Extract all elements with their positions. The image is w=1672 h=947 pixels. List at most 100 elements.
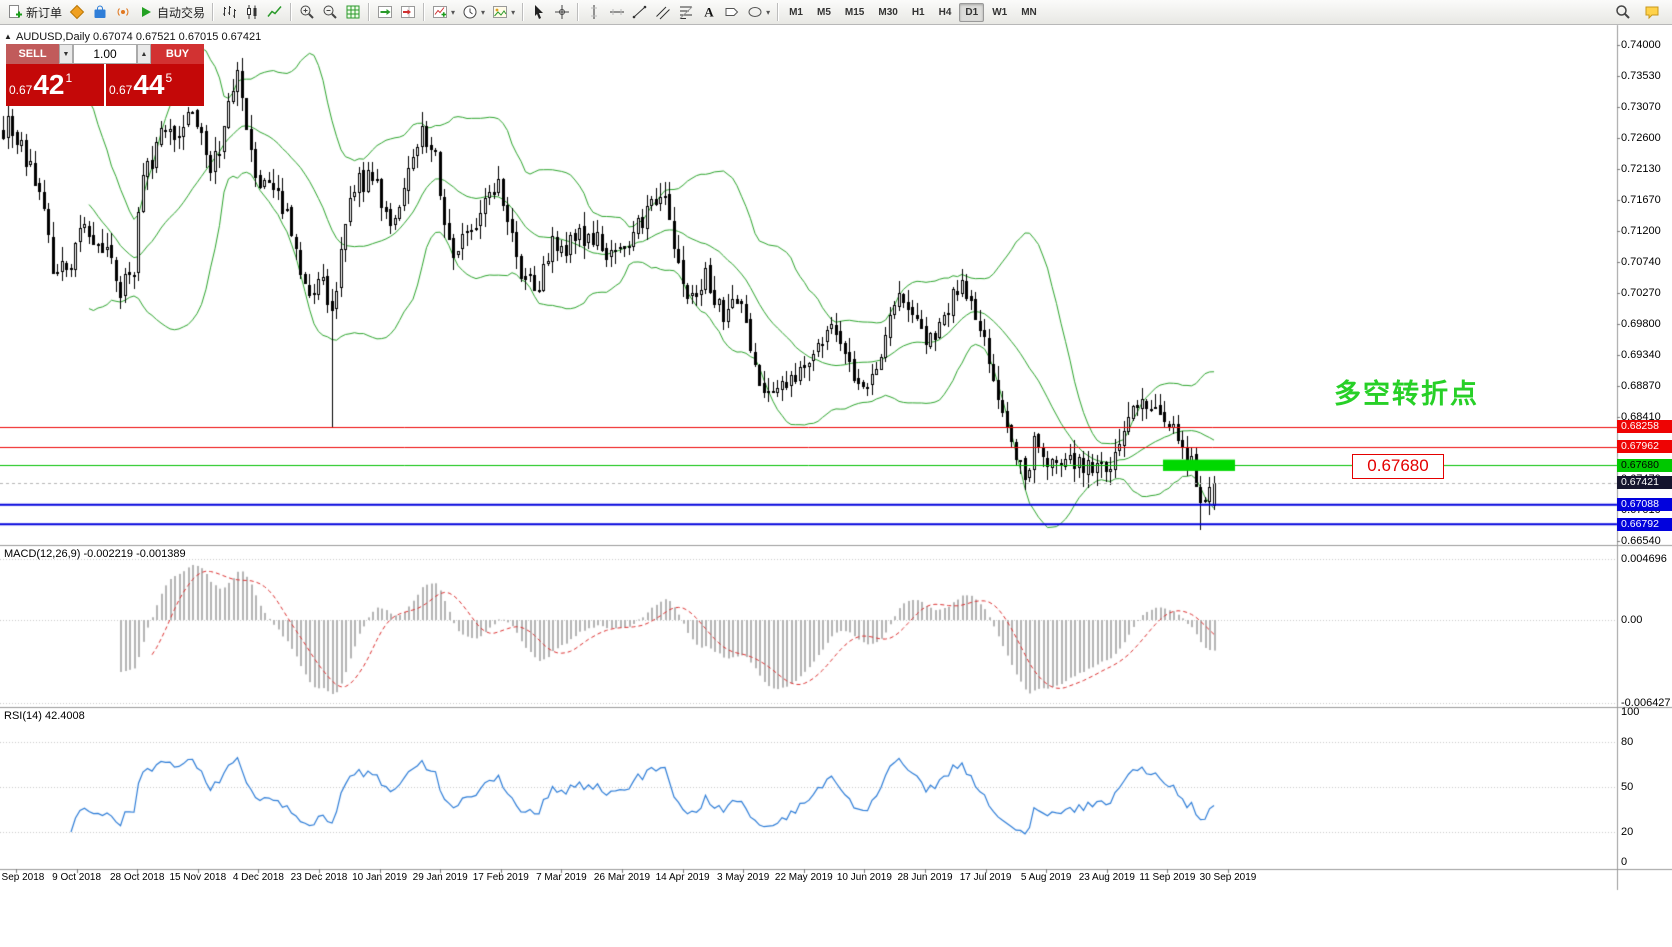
search-button[interactable]	[1611, 2, 1634, 23]
zoom-out-button[interactable]	[318, 2, 341, 23]
price-axis-tick: 0.74000	[1621, 39, 1661, 51]
indicators-button[interactable]: ▾	[428, 2, 458, 23]
buy-price-base: 0.67	[109, 83, 133, 97]
rsi-axis-tick: 0	[1621, 856, 1628, 868]
volume-input[interactable]	[73, 44, 137, 64]
toolbar-separator	[577, 3, 579, 21]
crosshair-button[interactable]	[550, 2, 573, 23]
timeframe-d1[interactable]: D1	[959, 2, 985, 22]
sell-price-button[interactable]: 0.67 42 1	[6, 64, 104, 106]
buy-button[interactable]: BUY	[151, 44, 204, 64]
cursor-icon	[530, 4, 547, 21]
signals-icon	[114, 4, 131, 21]
level-price-label[interactable]: 0.67680	[1352, 454, 1444, 479]
chat-icon	[1643, 4, 1660, 21]
date-axis-label: 23 Aug 2019	[1078, 872, 1135, 883]
date-axis-label: 4 Dec 2018	[232, 872, 284, 883]
rsi-axis-tick: 50	[1621, 781, 1634, 793]
templates-icon	[491, 4, 508, 21]
timeframe-w1[interactable]: W1	[992, 6, 1008, 18]
toolbar-separator	[212, 3, 214, 21]
date-axis-label: 15 Nov 2018	[169, 872, 227, 883]
price-tag: 0.67421	[1617, 476, 1672, 489]
rsi-axis-tick: 20	[1621, 826, 1634, 838]
trendline-icon	[631, 4, 648, 21]
text-button[interactable]: A	[697, 2, 720, 23]
mql5-button[interactable]	[65, 2, 88, 23]
volume-increase-button[interactable]: ▲	[137, 44, 151, 64]
search-icon	[1614, 4, 1631, 21]
auto-scroll-button[interactable]	[373, 2, 396, 23]
channel-button[interactable]	[651, 2, 674, 23]
one-click-prices: 0.67 42 1 0.67 44 5	[6, 64, 204, 106]
toolbar: 新订单 自动交易 ▾ ▾ ▾ A ▾ M1 M5 M15 M30 H1 H4 D1 W1 MN	[0, 0, 1672, 25]
timeframe-m15[interactable]: M15	[844, 6, 865, 18]
signals-button[interactable]	[111, 2, 134, 23]
label-button[interactable]	[720, 2, 743, 23]
line-chart-icon	[266, 4, 283, 21]
chart-shift-button[interactable]	[396, 2, 419, 23]
grid-button[interactable]	[341, 2, 364, 23]
zoom-in-button[interactable]	[295, 2, 318, 23]
date-axis-label: 10 Jan 2019	[352, 872, 408, 883]
market-button[interactable]	[88, 2, 111, 23]
date-axis-label: 9 Oct 2018	[52, 872, 102, 883]
timeframe-h4[interactable]: H4	[938, 6, 952, 18]
auto-trading-button-label: 自动交易	[157, 5, 206, 20]
dropdown-arrow-icon: ▾	[481, 7, 486, 17]
price-tag: 0.67680	[1617, 458, 1672, 472]
indicators-icon	[431, 4, 448, 21]
buy-price-point: 5	[165, 71, 173, 85]
price-tag: 0.66792	[1617, 517, 1672, 531]
vertical-line-button[interactable]	[582, 2, 605, 23]
timeframe-mn[interactable]: MN	[1021, 6, 1037, 18]
new-order-button[interactable]: 新订单	[3, 2, 65, 23]
label-icon	[723, 4, 740, 21]
price-tag: 0.68258	[1617, 420, 1672, 434]
annotation-text[interactable]: 多空转折点	[1334, 379, 1479, 409]
volume-decrease-button[interactable]: ▼	[59, 44, 73, 64]
date-axis-label: 3 May 2019	[717, 872, 770, 883]
chat-button[interactable]	[1640, 2, 1663, 23]
fibonacci-button[interactable]	[674, 2, 697, 23]
candlestick-button[interactable]	[240, 2, 263, 23]
timeframe-m5[interactable]: M5	[817, 6, 831, 18]
templates-button[interactable]: ▾	[488, 2, 518, 23]
date-axis-label: 5 Aug 2019	[1020, 872, 1072, 883]
auto-trading-button[interactable]: 自动交易	[134, 2, 208, 23]
timeframe-m1[interactable]: M1	[789, 6, 803, 18]
fibonacci-icon	[677, 4, 694, 21]
periods-button[interactable]: ▾	[458, 2, 488, 23]
buy-price-button[interactable]: 0.67 44 5	[106, 64, 204, 106]
chart-shift-icon	[399, 4, 416, 21]
macd-axis-tick: -0.006427	[1621, 697, 1671, 710]
price-axis-tick: 0.72130	[1621, 163, 1661, 176]
cursor-button[interactable]	[527, 2, 550, 23]
bar-chart-button[interactable]	[217, 2, 240, 23]
line-chart-button[interactable]	[263, 2, 286, 23]
shapes-button[interactable]: ▾	[743, 2, 773, 23]
date-axis-label: 30 Sep 2019	[1199, 872, 1257, 883]
auto-trading-icon	[137, 4, 154, 21]
sell-button[interactable]: SELL	[6, 44, 59, 64]
macd-axis-tick: 0.00	[1621, 614, 1643, 626]
price-axis-tick: 0.73070	[1621, 100, 1661, 113]
date-axis-label: 14 Apr 2019	[655, 872, 710, 883]
price-axis-tick: 0.72600	[1621, 132, 1661, 145]
bar-chart-icon	[220, 4, 237, 21]
price-axis-tick: 0.70270	[1621, 287, 1661, 300]
price-axis-tick: 0.68870	[1621, 380, 1661, 393]
timeframe-h1[interactable]: H1	[911, 6, 925, 18]
sell-price-point: 1	[65, 71, 73, 85]
date-axis-label: 29 Jan 2019	[412, 872, 468, 883]
date-axis-label: 17 Jul 2019	[959, 872, 1012, 883]
one-click-collapse-icon[interactable]: ▲	[4, 32, 12, 41]
horizontal-line-button[interactable]	[605, 2, 628, 23]
trendline-button[interactable]	[628, 2, 651, 23]
shapes-icon	[746, 4, 763, 21]
toolbar-right	[1611, 2, 1669, 23]
timeframe-m30[interactable]: M30	[878, 6, 898, 18]
market-icon	[91, 4, 108, 21]
